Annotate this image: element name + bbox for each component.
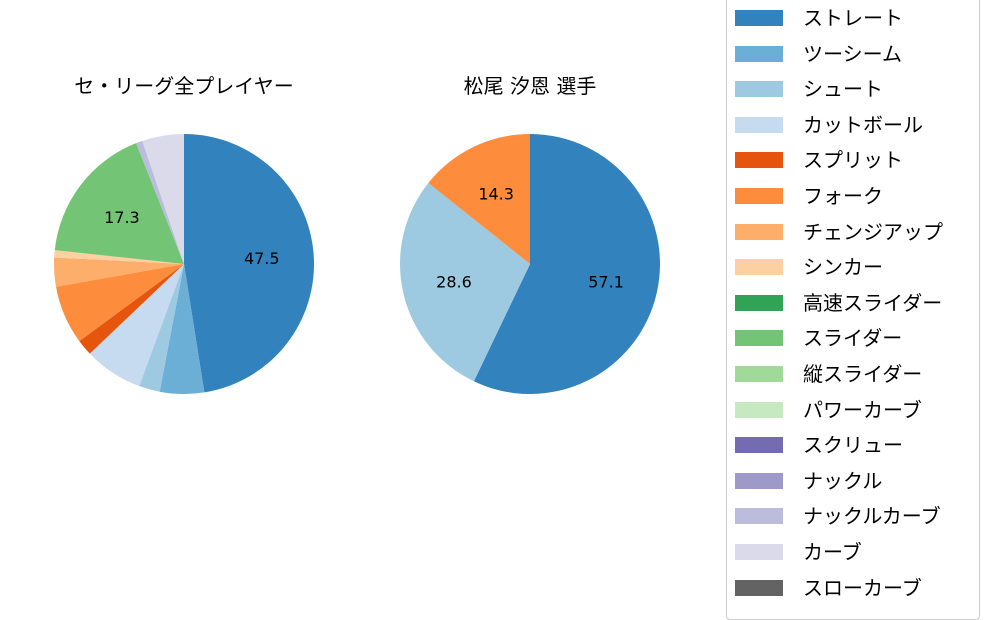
legend-label: スライダー (803, 326, 903, 351)
pie-slice (136, 140, 184, 264)
pie-charts: 47.5 17.3 57.1 28.6 14.3 (54, 134, 660, 394)
slice-value-label: 57.1 (588, 272, 624, 291)
legend-label: ツーシーム (803, 41, 902, 66)
legend-label: ストレート (803, 6, 903, 30)
pie-slice (142, 134, 184, 264)
legend-swatch (735, 472, 783, 489)
slice-value-label: 47.5 (244, 249, 280, 268)
legend-label: カットボール (803, 112, 923, 137)
pie-slice (89, 264, 184, 387)
slice-value-label: 17.3 (104, 208, 140, 227)
pie-slice (54, 143, 184, 264)
legend-swatch (735, 437, 783, 454)
legend-swatch (735, 259, 783, 276)
legend-label: フォーク (803, 184, 883, 208)
legend-swatch (735, 45, 783, 62)
legend-swatch (735, 330, 783, 347)
pie-slice (473, 134, 660, 394)
legend-label: ナックル (803, 468, 883, 493)
legend-swatch (735, 116, 783, 133)
left-chart-title: セ・リーグ全プレイヤー (74, 74, 294, 98)
legend-label: 縦スライダー (803, 362, 923, 386)
legend-label: スクリュー (803, 433, 903, 458)
legend-swatch (735, 188, 783, 204)
legend-label: シンカー (803, 255, 883, 280)
legend-swatch (735, 579, 783, 596)
slice-value-label: 14.3 (478, 185, 514, 204)
legend-swatch (735, 544, 783, 560)
legend-label: チェンジアップ (803, 219, 943, 244)
legend-label: 高速スライダー (803, 290, 943, 315)
player-pie-chart: 57.1 28.6 14.3 (400, 134, 660, 394)
legend-swatch (735, 508, 783, 525)
legend: ストレートツーシームシュートカットボール スプリットフォークチェンジアップ シンカー… (726, 0, 980, 620)
pie-slice (428, 134, 530, 264)
pie-slice (159, 264, 205, 394)
pie-slice (139, 264, 184, 392)
legend-label: シュート (803, 77, 883, 102)
legend-swatch (735, 81, 783, 98)
legend-swatch (735, 366, 783, 382)
pie-slice (54, 250, 184, 264)
legend-swatch (735, 401, 783, 418)
legend-label: ナックルカーブ (803, 504, 941, 529)
legend-label: カーブ (803, 540, 862, 564)
pie-slice (56, 264, 184, 342)
pie-slice (400, 183, 530, 382)
league-pie-chart: 47.5 17.3 (54, 134, 314, 394)
slice-value-label: 28.6 (436, 272, 472, 291)
legend-label: パワーカーブ (803, 397, 922, 422)
pie-slice (184, 134, 314, 393)
right-chart-title: 松尾 汐恩 選手 (463, 74, 597, 98)
legend-label: スローカーブ (803, 575, 922, 600)
legend-swatch (735, 10, 783, 26)
pie-slice (54, 257, 184, 287)
legend-label: スプリット (803, 148, 903, 173)
pie-slice (79, 264, 184, 354)
legend-swatch (735, 294, 783, 311)
legend-swatch (735, 152, 783, 169)
legend-swatch (735, 223, 783, 240)
